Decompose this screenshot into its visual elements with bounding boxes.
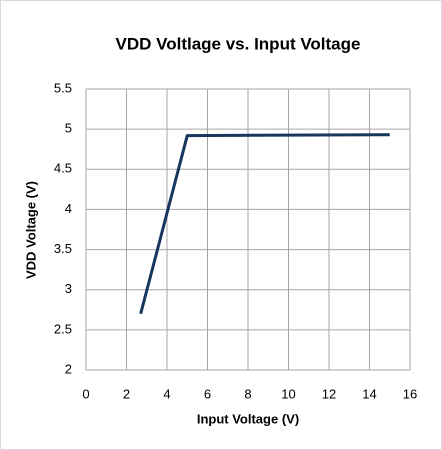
y-tick-label: 2: [65, 361, 72, 376]
y-tick-label: 5.5: [54, 80, 72, 95]
y-tick-label: 3: [65, 281, 72, 296]
y-tick-label: 4: [65, 201, 72, 216]
x-tick-label: 12: [322, 386, 336, 401]
y-tick-label: 5: [65, 121, 72, 136]
x-tick-label: 0: [82, 386, 89, 401]
x-tick-label: 6: [204, 386, 211, 401]
x-tick-label: 16: [403, 386, 417, 401]
y-tick-label: 4.5: [54, 161, 72, 176]
data-line: [139, 133, 390, 315]
x-tick-label: 4: [163, 386, 170, 401]
y-tick-label: 2.5: [54, 321, 72, 336]
chart-title: VDD Voltlage vs. Input Voltage: [116, 34, 361, 53]
x-tick-label: 2: [123, 386, 130, 401]
x-tick-label: 14: [362, 386, 376, 401]
y-axis-label: VDD Voltage (V): [23, 181, 38, 279]
x-axis-label: Input Voltage (V): [197, 411, 299, 426]
y-tick-label: 3.5: [54, 241, 72, 256]
x-tick-label: 8: [244, 386, 251, 401]
x-tick-label: 10: [281, 386, 295, 401]
